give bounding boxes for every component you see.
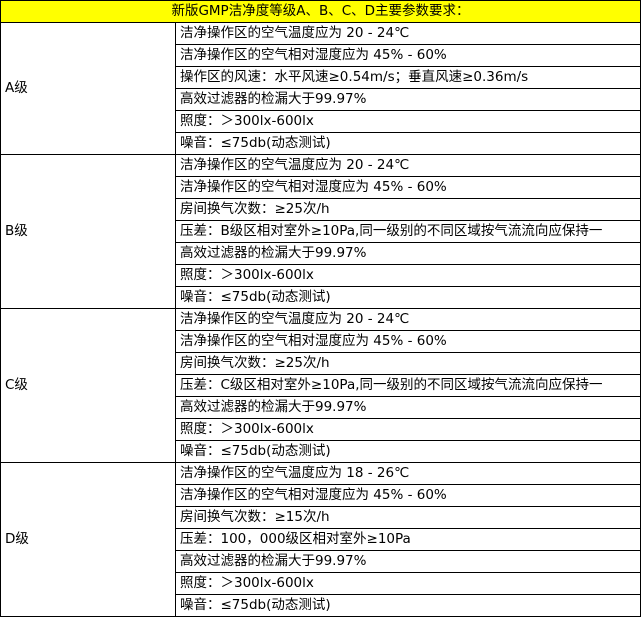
parameter-cell: 压差：100，000级区相对室外≥10Pa bbox=[175, 528, 641, 551]
parameter-cell: 噪音：≤75db(动态测试) bbox=[175, 440, 641, 463]
table-row: 照度：＞300lx-600lx bbox=[1, 418, 641, 441]
parameter-cell: 房间换气次数：≥25次/h bbox=[175, 198, 641, 221]
parameter-cell: 照度：＞300lx-600lx bbox=[175, 110, 641, 133]
parameter-cell: 洁净操作区的空气温度应为 20 - 24℃ bbox=[175, 308, 641, 331]
parameter-cell: 操作区的风速：水平风速≥0.54m/s；垂直风速≥0.36m/s bbox=[175, 66, 641, 89]
parameter-cell: 洁净操作区的空气相对湿度应为 45% - 60% bbox=[175, 330, 641, 353]
table-row: 房间换气次数：≥25次/h bbox=[1, 352, 641, 375]
table-title: 新版GMP洁净度等级A、B、C、D主要参数要求： bbox=[0, 0, 641, 23]
parameter-cell: 照度：＞300lx-600lx bbox=[175, 264, 641, 287]
parameter-cell: 房间换气次数：≥25次/h bbox=[175, 352, 641, 375]
parameter-cell: 压差：B级区相对室外≥10Pa,同一级别的不同区域按气流流向应保持一 bbox=[175, 220, 641, 243]
parameter-cell: 高效过滤器的检漏大于99.97% bbox=[175, 242, 641, 265]
table-row: 噪音：≤75db(动态测试) bbox=[1, 132, 641, 155]
grade-label: C级 bbox=[0, 308, 176, 463]
table-row: A级 洁净操作区的空气温度应为 20 - 24℃ bbox=[0, 22, 641, 155]
parameter-cell: 照度：＞300lx-600lx bbox=[175, 418, 641, 441]
table-row: 压差：C级区相对室外≥10Pa,同一级别的不同区域按气流流向应保持一 bbox=[1, 374, 641, 397]
parameter-cell: 噪音：≤75db(动态测试) bbox=[175, 594, 641, 617]
table-row: 高效过滤器的检漏大于99.97% bbox=[1, 550, 641, 573]
parameter-cell: 洁净操作区的空气相对湿度应为 45% - 60% bbox=[175, 176, 641, 199]
parameter-cell: 高效过滤器的检漏大于99.97% bbox=[175, 550, 641, 573]
parameter-cell: 洁净操作区的空气相对湿度应为 45% - 60% bbox=[175, 44, 641, 67]
table-row: 噪音：≤75db(动态测试) bbox=[1, 594, 641, 617]
table-row: 压差：100，000级区相对室外≥10Pa bbox=[1, 528, 641, 551]
parameter-cell: 洁净操作区的空气温度应为 20 - 24℃ bbox=[175, 22, 641, 45]
parameter-cell: 噪音：≤75db(动态测试) bbox=[175, 132, 641, 155]
table-row: 高效过滤器的检漏大于99.97% bbox=[1, 242, 641, 265]
table-row: 噪音：≤75db(动态测试) bbox=[1, 440, 641, 463]
parameter-cell: 高效过滤器的检漏大于99.97% bbox=[175, 396, 641, 419]
parameter-cell: 压差：C级区相对室外≥10Pa,同一级别的不同区域按气流流向应保持一 bbox=[175, 374, 641, 397]
parameter-cell: 照度：＞300lx-600lx bbox=[175, 572, 641, 595]
grade-label: D级 bbox=[0, 462, 176, 617]
table-row: B级 洁净操作区的空气温度应为 20 - 24℃ bbox=[0, 154, 641, 309]
parameter-cell: 高效过滤器的检漏大于99.97% bbox=[175, 88, 641, 111]
parameter-cell: 洁净操作区的空气温度应为 18 - 26℃ bbox=[175, 462, 641, 485]
table-row: C级 洁净操作区的空气温度应为 20 - 24℃ bbox=[0, 308, 641, 463]
header-row: 新版GMP洁净度等级A、B、C、D主要参数要求： bbox=[0, 0, 641, 23]
parameter-cell: 洁净操作区的空气相对湿度应为 45% - 60% bbox=[175, 484, 641, 507]
parameter-cell: 洁净操作区的空气温度应为 20 - 24℃ bbox=[175, 154, 641, 177]
table-row: D级 洁净操作区的空气温度应为 18 - 26℃ bbox=[0, 462, 641, 617]
parameter-cell: 房间换气次数：≥15次/h bbox=[175, 506, 641, 529]
parameter-cell: 噪音：≤75db(动态测试) bbox=[175, 286, 641, 309]
grade-label: A级 bbox=[0, 22, 176, 155]
table-row: 洁净操作区的空气相对湿度应为 45% - 60% bbox=[1, 484, 641, 507]
grade-label: B级 bbox=[0, 154, 176, 309]
